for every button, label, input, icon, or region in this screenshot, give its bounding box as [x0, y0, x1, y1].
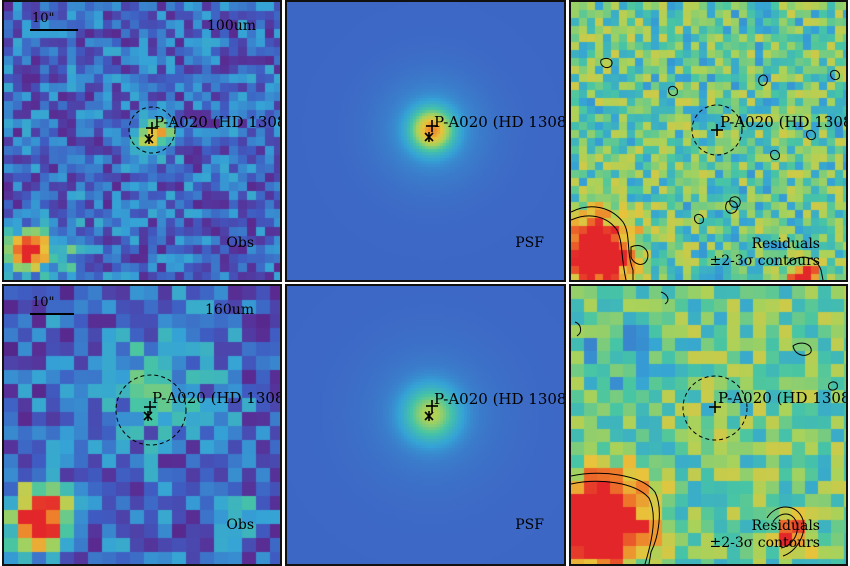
source-label: P-A020 (HD 1308: [434, 390, 566, 408]
psf-100-panel: P-A020 (HD 1308 PSF: [285, 0, 566, 282]
contours-note: ±2-3σ contours: [709, 535, 820, 551]
aperture-circle: [682, 375, 748, 441]
source-label: P-A020 (HD 1308: [718, 389, 848, 407]
obs-100-overlay: [30, 29, 176, 154]
obs-160-panel: 10" 160um P-A020 (HD 1308 Obs: [2, 284, 282, 566]
source-marker: [144, 122, 158, 144]
residuals-label: Residuals ±2-3σ contours: [709, 236, 820, 270]
psf-label: PSF: [515, 235, 544, 251]
obs-160-image: [4, 286, 280, 564]
aperture-circle: [115, 374, 187, 446]
psf-160-image: [287, 286, 564, 564]
residual-contours: [571, 291, 838, 564]
source-label: P-A020 (HD 1308: [152, 389, 282, 407]
aperture-circle: [128, 106, 176, 154]
source-marker: [143, 401, 156, 421]
source-label: P-A020 (HD 1308: [154, 113, 282, 131]
residual-160-image: [571, 286, 846, 564]
scale-bar-label: 10": [32, 11, 55, 26]
scale-bar-label: 10": [32, 295, 55, 310]
band-label: 160um: [205, 302, 255, 318]
obs-160-overlay: [30, 313, 187, 446]
psf-100-overlay: [424, 120, 438, 142]
obs-label: Obs: [226, 517, 254, 533]
resid-100-overlay: [571, 57, 840, 280]
psf-160-overlay: [424, 400, 438, 421]
source-label: P-A020 (HD 1308: [720, 113, 848, 131]
obs-100-image: [4, 2, 280, 280]
source-marker: [711, 124, 723, 136]
residuals-title: Residuals: [751, 518, 820, 534]
obs-100-panel: 10" 100um P-A020 (HD 1308 Obs: [2, 0, 282, 282]
source-marker: [709, 401, 721, 413]
resid-100-panel: P-A020 (HD 1308 Residuals ±2-3σ contours: [569, 0, 848, 282]
psf-label: PSF: [515, 517, 544, 533]
residual-contours: [571, 57, 840, 280]
resid-160-overlay: [571, 291, 838, 564]
residuals-title: Residuals: [751, 236, 820, 252]
contours-note: ±2-3σ contours: [709, 253, 820, 269]
obs-label: Obs: [226, 235, 254, 251]
source-marker: [424, 400, 438, 421]
psf-160-panel: P-A020 (HD 1308 PSF: [285, 284, 566, 566]
resid-160-panel: P-A020 (HD 1308 Residuals ±2-3σ contours: [569, 284, 848, 566]
residuals-label: Residuals ±2-3σ contours: [709, 518, 820, 552]
aperture-circle: [691, 104, 743, 156]
residual-100-image: [571, 2, 846, 280]
source-label: P-A020 (HD 1308: [434, 113, 566, 131]
source-marker: [424, 120, 438, 142]
band-label: 100um: [207, 18, 257, 34]
